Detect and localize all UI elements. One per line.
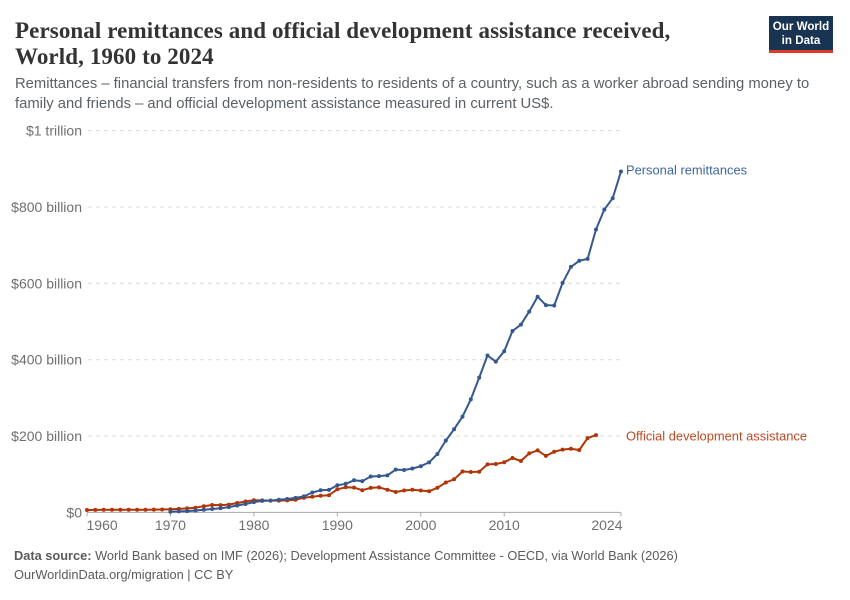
svg-text:1970: 1970 [155, 517, 186, 533]
svg-text:2010: 2010 [489, 517, 520, 533]
svg-text:$600 billion: $600 billion [11, 275, 82, 291]
svg-text:2024: 2024 [591, 517, 622, 533]
svg-text:$1 trillion: $1 trillion [26, 123, 82, 139]
svg-text:Personal remittances: Personal remittances [626, 163, 747, 178]
svg-text:1980: 1980 [238, 517, 269, 533]
svg-text:2000: 2000 [405, 517, 436, 533]
svg-text:$400 billion: $400 billion [11, 352, 82, 368]
svg-text:1960: 1960 [87, 517, 118, 533]
svg-text:$200 billion: $200 billion [11, 428, 82, 444]
svg-text:1990: 1990 [322, 517, 353, 533]
svg-text:$0: $0 [66, 504, 82, 520]
svg-text:Official development assistanc: Official development assistance [626, 429, 807, 444]
svg-text:$800 billion: $800 billion [11, 199, 82, 215]
